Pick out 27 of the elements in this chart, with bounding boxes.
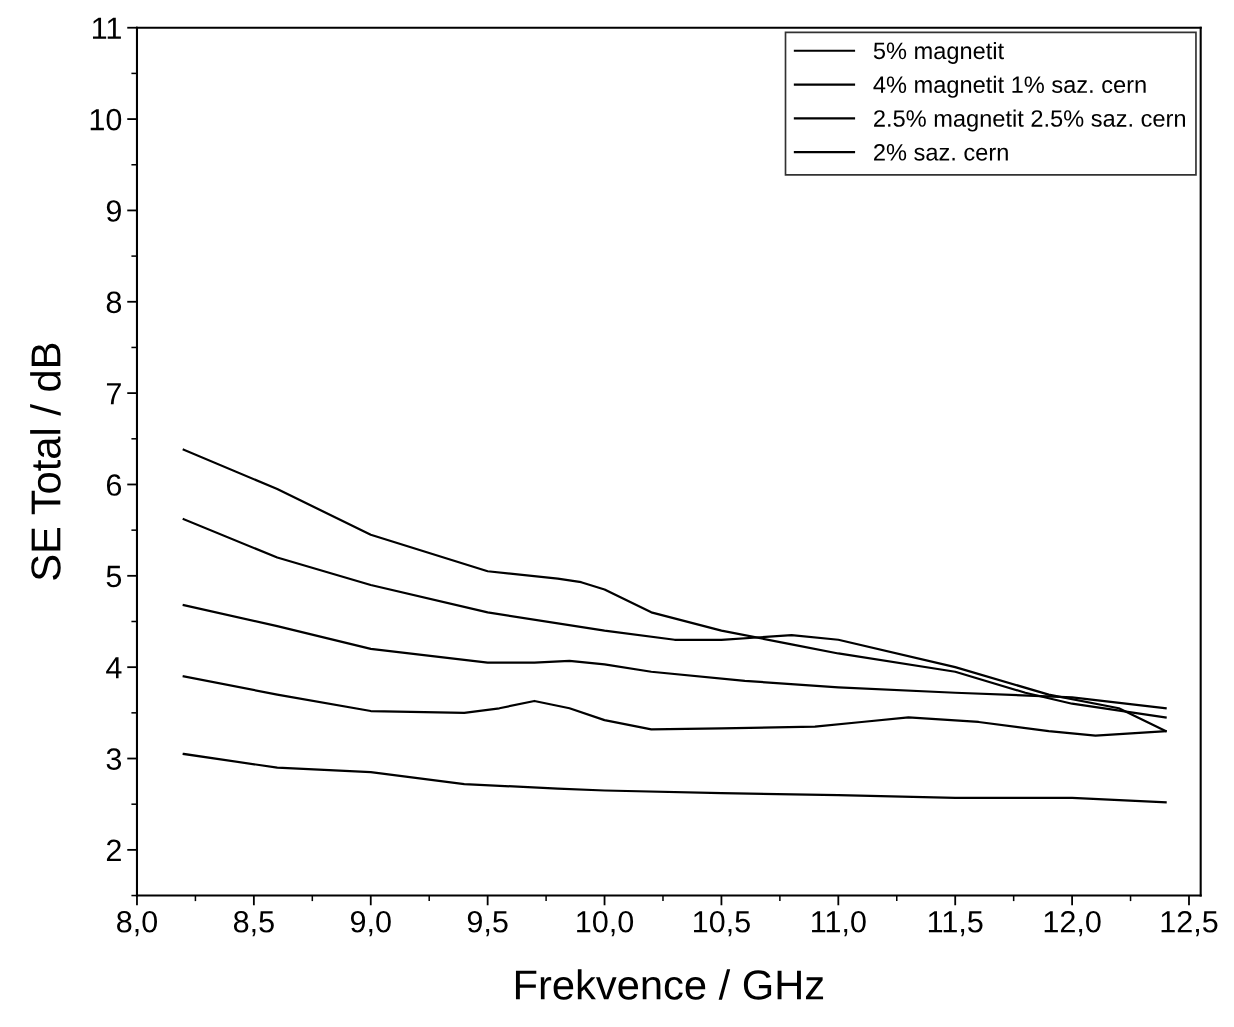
y-tick-label: 4 [106,657,122,679]
legend-label: 5% magnetit [873,41,1004,64]
y-tick-label: 9 [106,200,121,222]
y-tick-label: 3 [106,748,122,770]
legend-label: 2% saz. cern [874,143,1008,161]
x-tick-label: 10,0 [577,910,634,937]
y-tick-label: 7 [106,383,121,405]
x-tick-label: 11,5 [928,911,983,937]
x-axis-title: Frekvence / GHz [515,969,824,1000]
y-axis-title: SE Total / dB [30,343,61,580]
y-tick-label: 6 [106,474,122,496]
x-tick-label: 10,5 [694,910,750,937]
x-tick-label: 9,0 [350,910,391,937]
y-tick-label: 10 [90,108,122,131]
x-tick-label: 11,0 [812,910,866,937]
x-tick-label: 8,0 [117,910,158,937]
x-tick-label: 12,0 [1044,910,1101,937]
x-tick-label: 9,5 [467,910,508,937]
line-series [182,752,1167,804]
legend-label: 2.5% magnetit 2.5% saz. cern [874,109,1185,132]
y-tick-label: 5 [106,565,122,588]
y-tick-label: 8 [106,291,122,314]
y-tick-label: 11 [92,17,121,39]
legend-label: 4% magnetit 1% saz. cern [873,75,1146,98]
y-tick-label: 2 [106,839,121,861]
x-tick-label: 8,5 [233,910,274,937]
x-tick-label: 12,5 [1161,910,1218,937]
